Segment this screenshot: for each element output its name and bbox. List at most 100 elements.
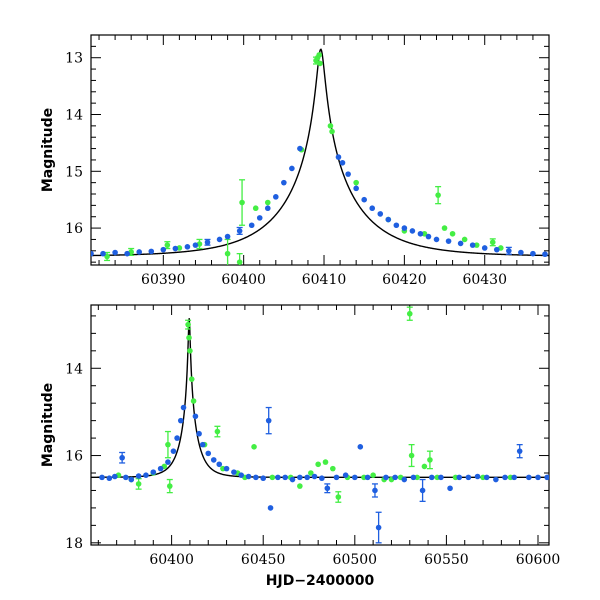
green-data-point (104, 253, 110, 260)
blue-data-point (377, 211, 384, 217)
green-data-point (322, 459, 329, 465)
green-data-point (185, 321, 191, 328)
green-data-point (190, 398, 197, 404)
blue-data-point (447, 485, 453, 492)
blue-data-point (361, 196, 367, 203)
green-data-point (489, 239, 496, 246)
green-data-point (408, 452, 415, 459)
green-data-point (186, 334, 192, 341)
blue-data-point (289, 165, 295, 172)
y-tick-label: 13 (65, 51, 83, 67)
blue-data-point (112, 473, 118, 480)
blue-data-point (135, 473, 142, 479)
blue-data-point (260, 475, 267, 482)
green-data-point (473, 242, 480, 248)
green-data-point (317, 60, 323, 67)
blue-data-point (91, 250, 94, 257)
blue-data-point (456, 474, 463, 481)
blue-data-point (425, 233, 432, 240)
blue-data-point (172, 245, 179, 252)
x-tick-label: 60410 (302, 272, 347, 288)
green-data-point (166, 483, 173, 489)
blue-data-point (157, 465, 164, 472)
green-data-point (335, 494, 342, 500)
blue-data-point (544, 474, 549, 481)
blue-data-point (256, 215, 263, 221)
blue-data-point (282, 474, 288, 481)
green-data-point (315, 461, 321, 468)
plot-content (91, 306, 549, 544)
x-tick-label: 60430 (462, 272, 507, 288)
blue-data-point (216, 236, 223, 243)
green-data-point (316, 52, 322, 58)
blue-data-point (401, 476, 408, 483)
green-data-point (239, 199, 245, 206)
blue-data-point (124, 250, 130, 257)
blue-data-point (319, 475, 325, 482)
blue-data-point (304, 474, 310, 481)
blue-data-point (281, 179, 287, 186)
blue-data-point (196, 430, 202, 437)
blue-data-point (445, 238, 452, 244)
blue-data-point (236, 228, 243, 234)
blue-data-point (469, 242, 476, 248)
blue-data-point (465, 474, 472, 481)
blue-data-point (224, 233, 231, 240)
blue-data-point (535, 474, 541, 481)
blue-data-point (148, 248, 155, 255)
x-axis-title: HJD−2400000 (266, 573, 375, 589)
blue-data-point (180, 404, 187, 411)
blue-data-point (433, 236, 440, 243)
green-data-point (224, 250, 231, 257)
green-data-point (329, 128, 335, 135)
green-data-point (353, 179, 359, 186)
blue-data-point (502, 474, 508, 481)
green-data-point (461, 236, 468, 243)
blue-data-point (375, 524, 382, 531)
blue-data-point (264, 205, 271, 212)
blue-data-point (297, 474, 303, 481)
green-data-point (236, 259, 243, 265)
blue-data-point (267, 505, 274, 511)
blue-data-point (112, 249, 118, 256)
bottom-panel: 60400 60450 60500 60550 60600 14 16 18 Magnitude… (40, 304, 560, 589)
blue-data-point (297, 145, 303, 152)
green-data-point (421, 463, 428, 470)
blue-data-point (511, 474, 517, 481)
blue-data-point (253, 474, 259, 481)
blue-data-point (369, 205, 376, 212)
blue-data-point (128, 476, 135, 483)
green-data-point (297, 483, 303, 489)
blue-data-point (238, 472, 245, 478)
blue-data-point (530, 250, 536, 257)
blue-data-point (542, 251, 548, 258)
blue-data-point (483, 474, 490, 481)
blue-data-point (393, 222, 400, 229)
blue-data-point (352, 474, 358, 481)
blue-data-point (335, 154, 342, 160)
blue-data-point (333, 474, 340, 481)
top-panel: 60390 60400 60410 60420 60430 13 14 15 16 Magnitu… (40, 34, 550, 288)
blue-data-point (136, 249, 143, 255)
blue-data-point (417, 230, 424, 237)
y-axis-title: Magnitude (40, 108, 56, 192)
model-curve (91, 48, 549, 257)
blue-data-point (357, 444, 364, 450)
blue-data-point (342, 472, 349, 478)
blue-data-point (289, 476, 296, 483)
blue-data-point (518, 249, 524, 256)
blue-data-point (99, 474, 105, 481)
blue-data-point (184, 244, 191, 250)
blue-data-point (123, 474, 129, 481)
blue-data-point (143, 472, 149, 478)
x-tick-label: 60400 (221, 272, 266, 288)
x-tick-label: 60420 (382, 272, 427, 288)
blue-data-point (192, 413, 199, 420)
green-data-point (135, 481, 142, 487)
green-data-point (421, 230, 428, 237)
blue-data-point (428, 474, 435, 481)
blue-data-point (223, 465, 230, 472)
y-tick-label: 14 (65, 361, 83, 377)
blue-data-point (245, 473, 252, 480)
